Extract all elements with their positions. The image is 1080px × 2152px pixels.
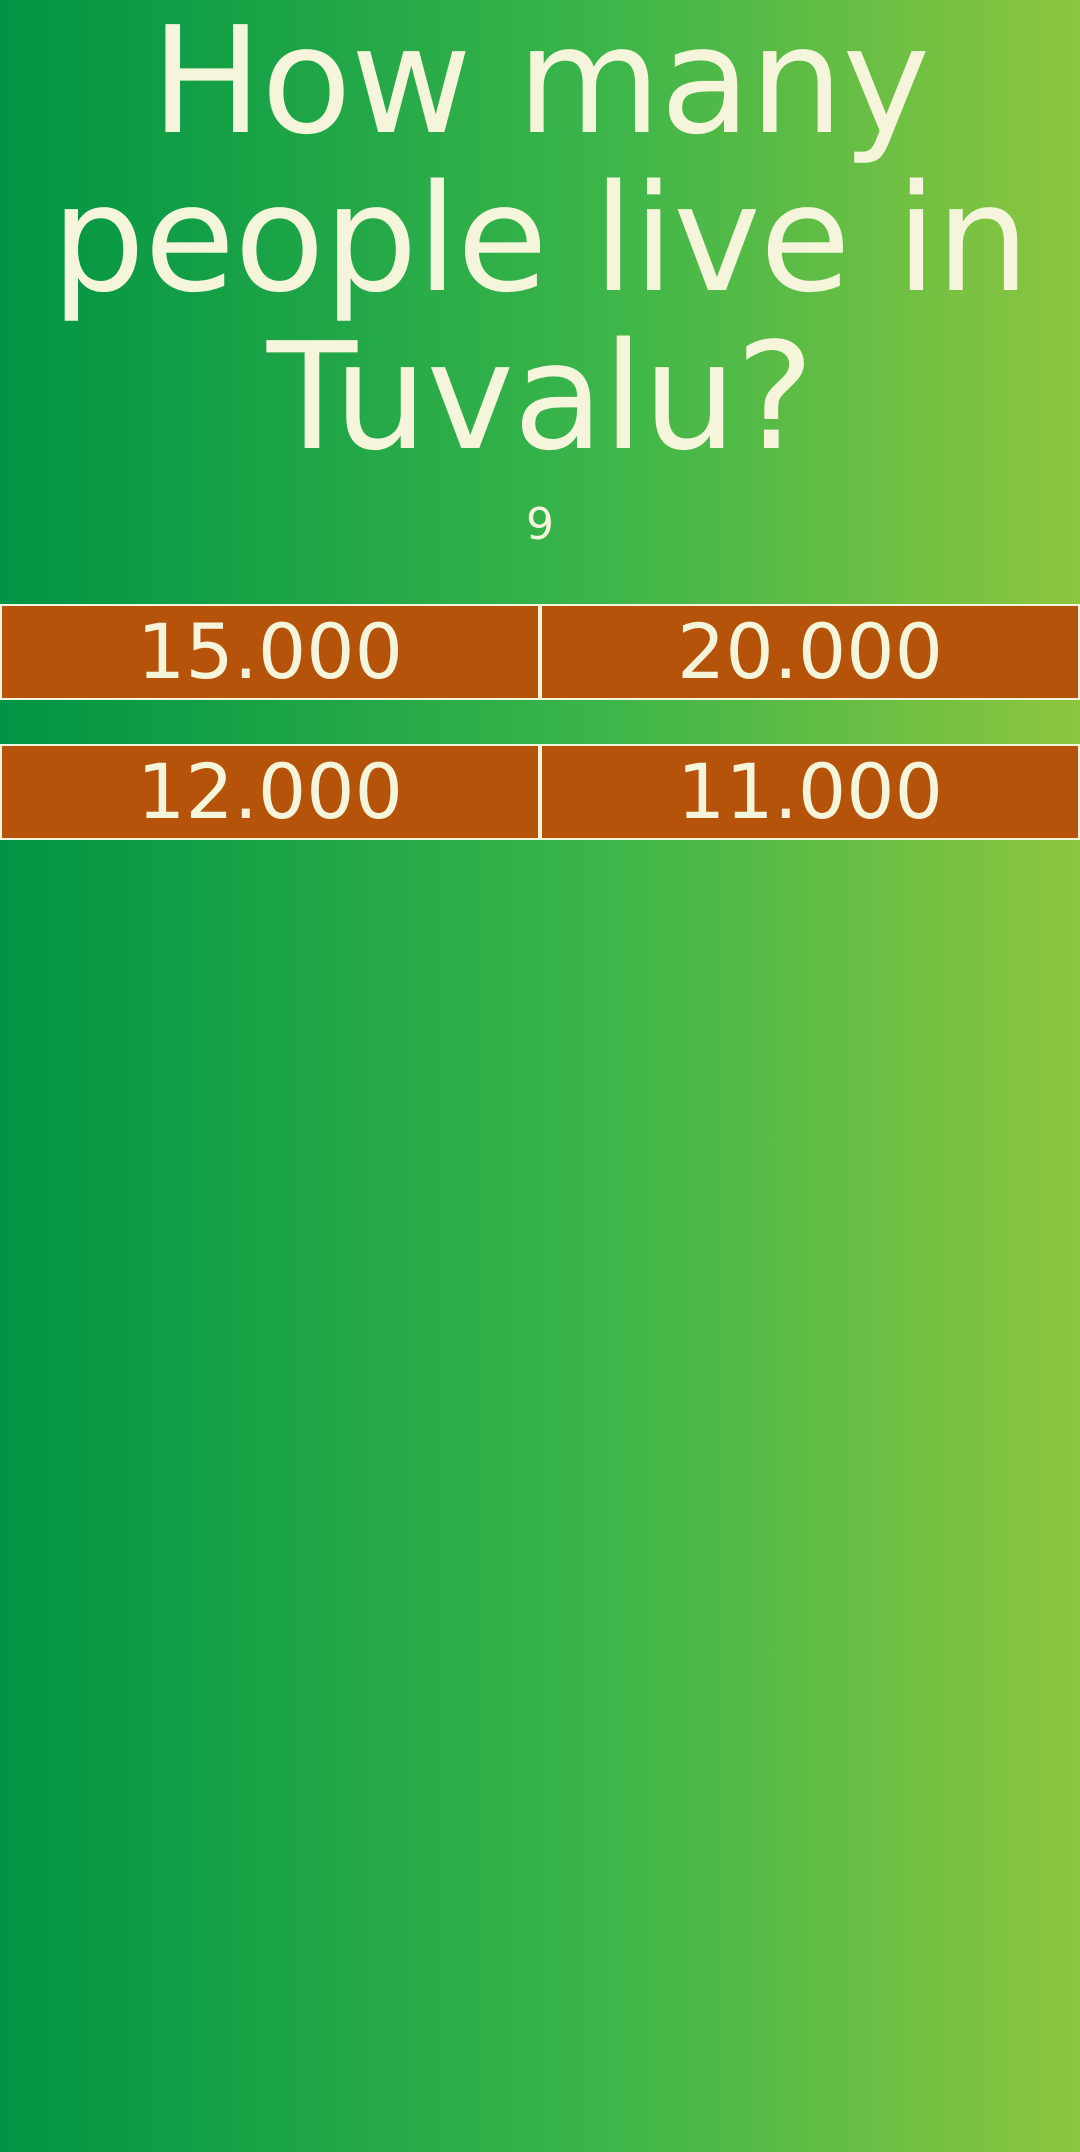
answers-row-2: 12.000 11.000 — [0, 744, 1080, 840]
question-text: How many people live in Tuvalu? — [51, 0, 1030, 483]
countdown-timer: 9 — [526, 499, 554, 550]
answer-option-1[interactable]: 15.000 — [0, 604, 540, 700]
answer-option-3[interactable]: 12.000 — [0, 744, 540, 840]
answer-option-2[interactable]: 20.000 — [540, 604, 1080, 700]
answers-row-1: 15.000 20.000 — [0, 604, 1080, 700]
answer-option-4[interactable]: 11.000 — [540, 744, 1080, 840]
